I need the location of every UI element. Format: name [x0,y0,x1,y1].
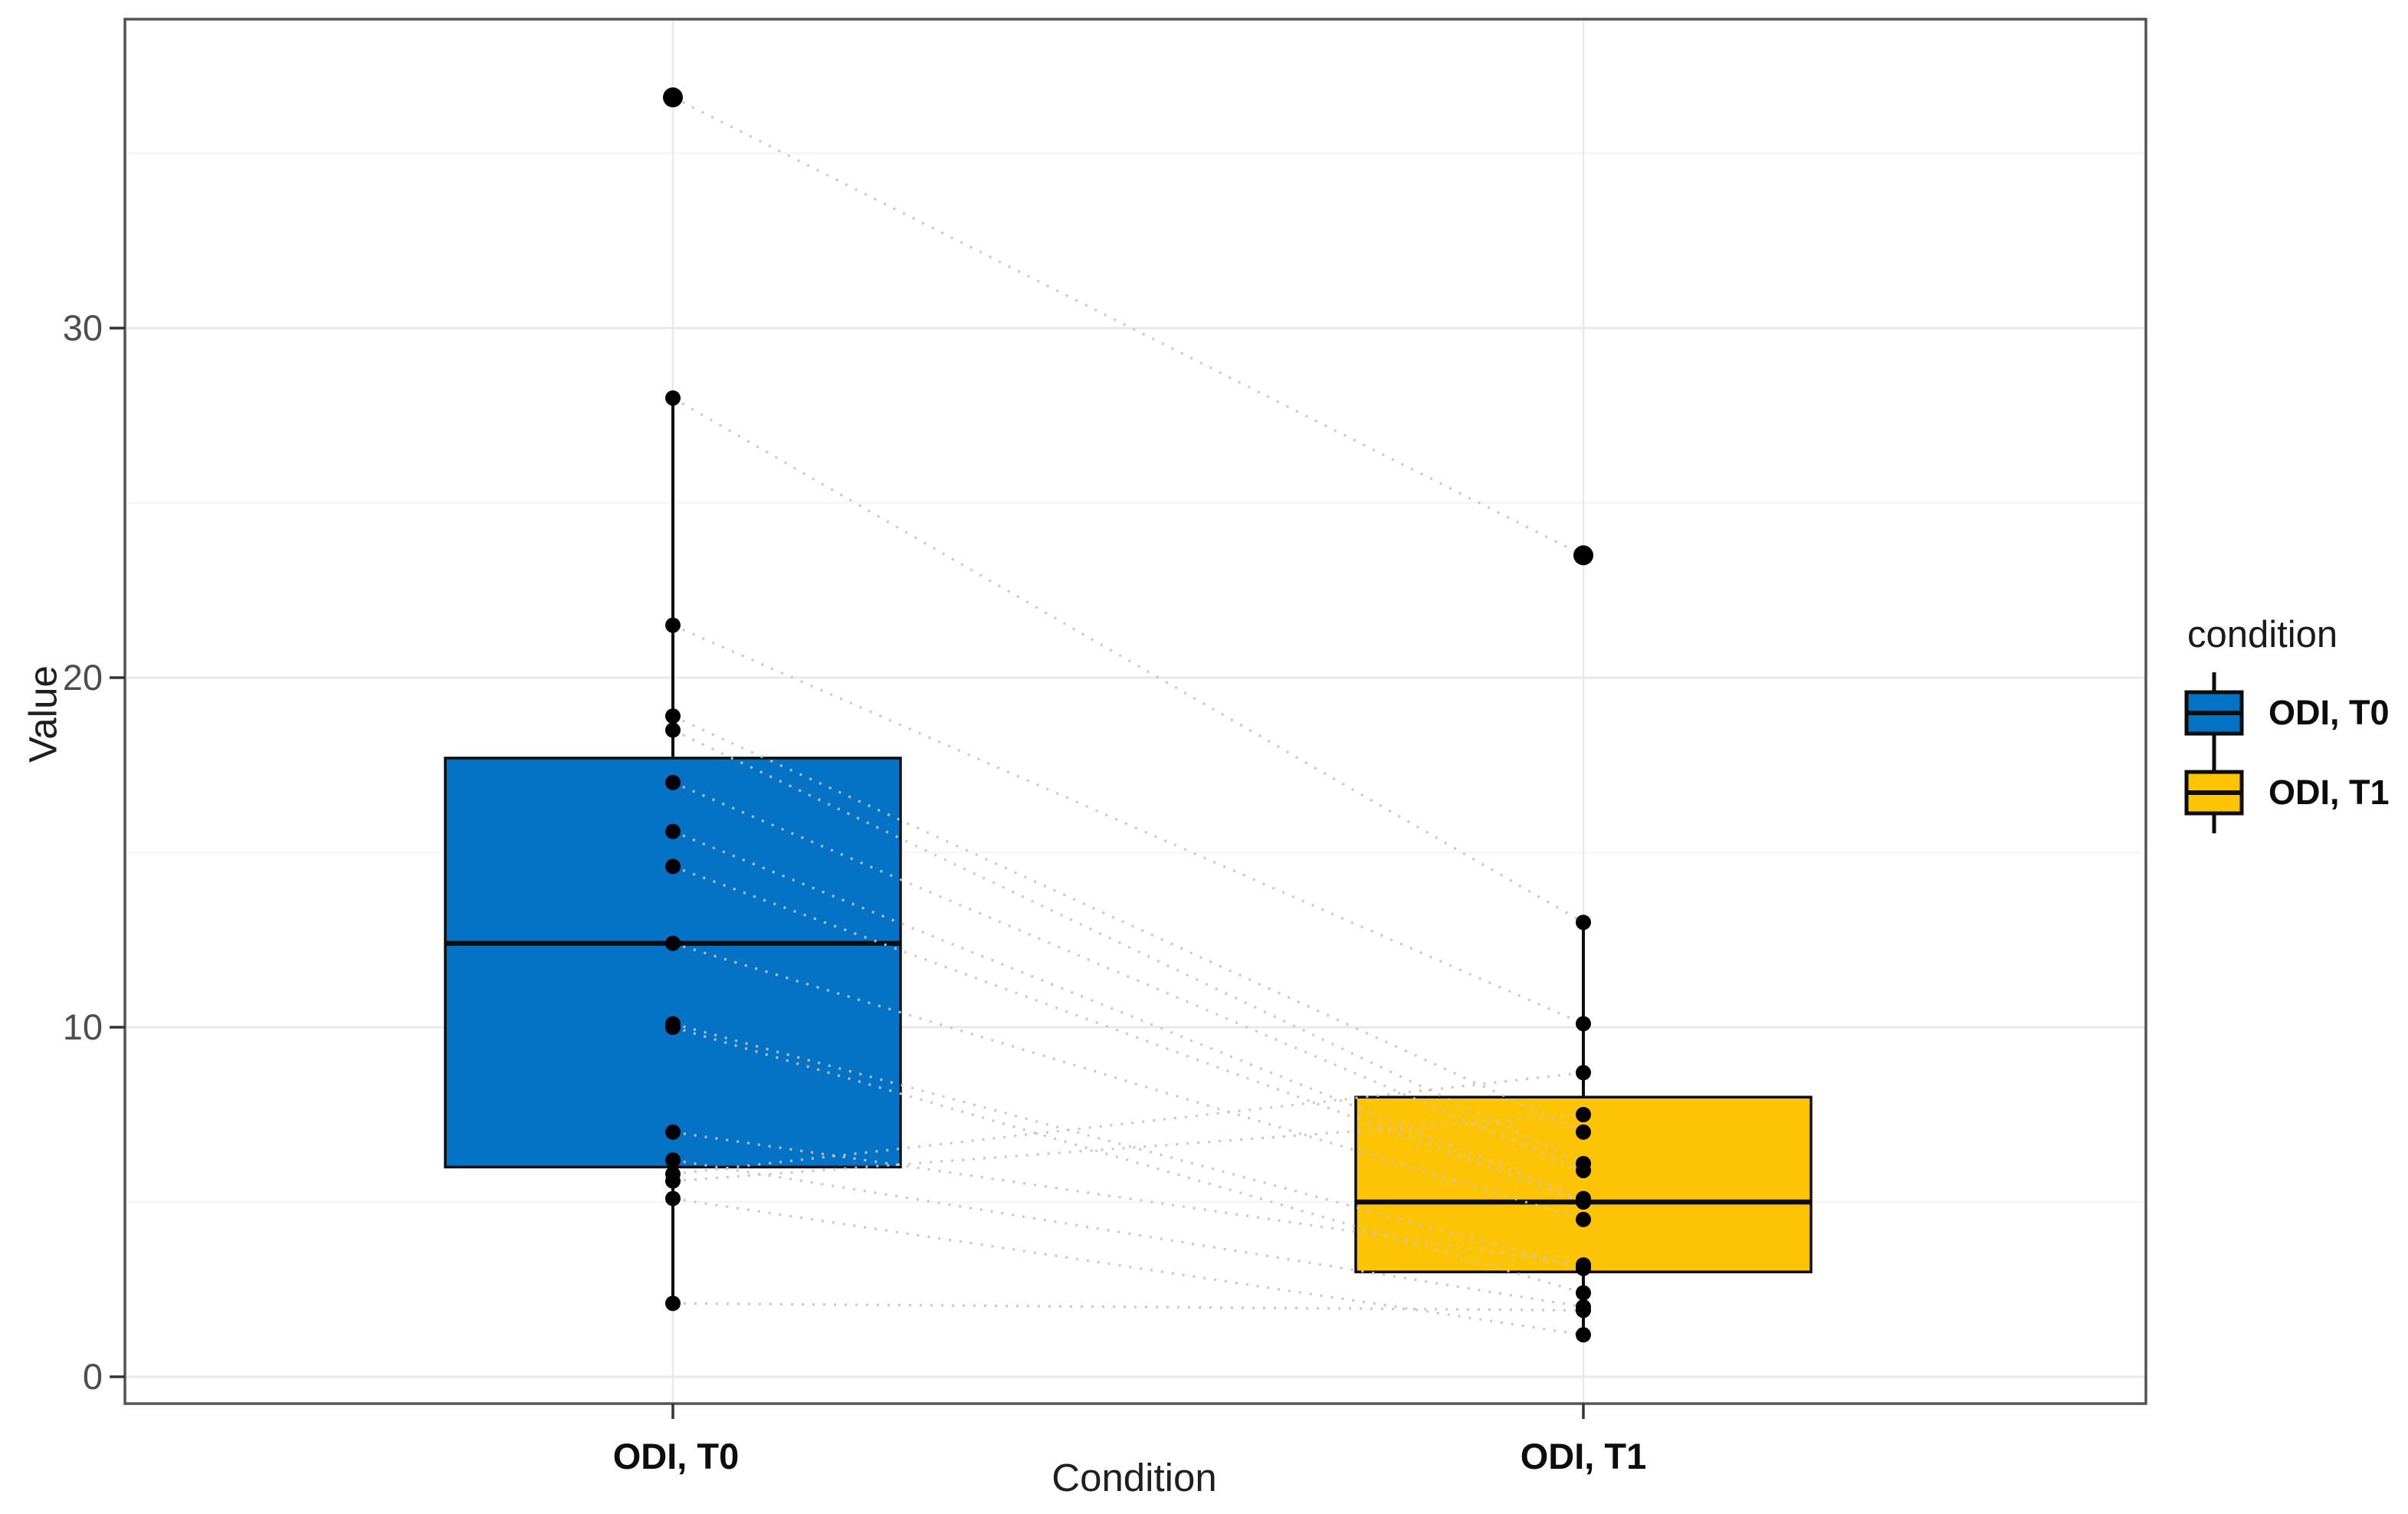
pair-line [672,1113,1584,1183]
data-point [1576,1257,1591,1273]
y-tick-label-30: 30 [62,307,103,348]
data-point [1576,1124,1591,1140]
legend-entry-odi-t1: ODI, T1 [2183,752,2405,833]
data-point [1576,1162,1591,1178]
pair-line [672,624,1584,1025]
legend-entry-label: ODI, T0 [2269,693,2390,732]
y-axis-title: Value [21,665,65,763]
data-point [665,1124,681,1140]
data-point [1576,1016,1591,1032]
panel-border [123,18,2147,1405]
data-point [665,390,681,406]
data-point [1576,1285,1591,1301]
legend: condition ODI, T0 ODI, T1 [2183,613,2405,837]
data-point [1576,1194,1591,1210]
data-point [665,1020,681,1035]
pair-lines [672,96,1584,1336]
legend-entry-odi-t0: ODI, T0 [2183,672,2405,754]
data-point [1576,1107,1591,1122]
data-point [665,935,681,951]
y-tick-label-0: 0 [82,1356,103,1397]
boxplot-key-icon-odi-t1 [2184,752,2244,833]
data-point [665,859,681,875]
x-axis-title: Condition [1051,1456,1217,1499]
data-point [1576,1327,1591,1343]
data-point [1576,1065,1591,1081]
pair-line [672,1026,1584,1295]
data-point [1576,1302,1591,1319]
data-point [665,774,681,790]
data-point [665,1296,681,1312]
data-point [665,823,681,839]
data-point [665,1173,681,1189]
pair-line [672,96,1584,557]
data-point [665,617,681,633]
x-category-label-odi-t1: ODI, T1 [1520,1436,1647,1476]
outlier-point [1573,545,1593,566]
outlier-point [663,87,683,108]
axis-ticks [110,327,1585,1419]
pair-line [672,781,1584,1172]
y-tick-label-20: 20 [62,657,103,698]
legend-title: condition [2187,614,2338,655]
data-point [665,1152,681,1168]
box-rect [444,757,902,1169]
y-tick-label-10: 10 [62,1007,103,1047]
data-point [665,708,681,724]
pair-line [672,1071,1584,1176]
data-points [663,87,1593,1343]
legend-entry-label: ODI, T1 [2269,773,2390,812]
pair-line [672,1302,1584,1312]
x-category-label-odi-t0: ODI, T0 [612,1436,740,1476]
data-point [1576,1211,1591,1227]
data-point [665,722,681,738]
data-point [1576,915,1591,931]
data-point [665,1191,681,1207]
pair-line [672,865,1584,1204]
box-rect [1354,1095,1813,1273]
boxplot-key-icon-odi-t0 [2184,672,2244,754]
